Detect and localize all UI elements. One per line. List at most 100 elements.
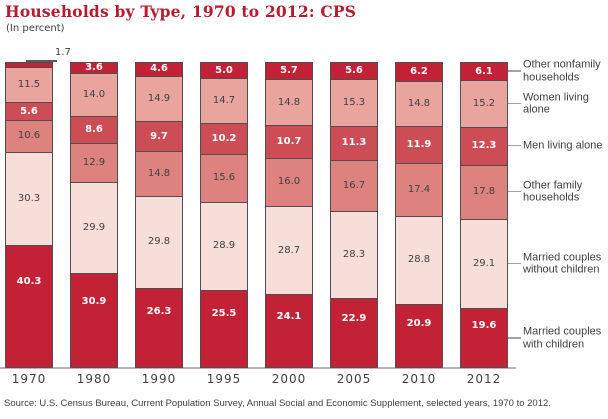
legend-leader-men-living-alone: [508, 144, 521, 147]
x-axis-label-2012: 2012: [466, 372, 502, 386]
legend-label-line: alone: [523, 103, 550, 116]
legend-item-men-living-alone: Men living alone: [523, 139, 603, 152]
segment-other-family-households-1990: 14.8: [135, 151, 183, 197]
segment-women-living-alone-1990: 14.9: [135, 75, 183, 122]
segment-men-living-alone-2010: 11.9: [395, 126, 443, 163]
value-label: 12.9: [82, 156, 106, 168]
legend-label-line: Married couples: [523, 250, 602, 263]
value-label: 14.8: [147, 168, 171, 180]
value-label: 30.9: [81, 296, 107, 308]
value-label: 10.7: [276, 135, 302, 147]
value-label: 16.0: [277, 176, 301, 188]
legend-label-line: households: [523, 191, 580, 204]
x-axis-label-2010: 2010: [401, 372, 437, 386]
chart-title: Households by Type, 1970 to 2012: CPS: [5, 2, 357, 21]
segment-men-living-alone-1970: 5.6: [5, 102, 53, 120]
value-label: 40.3: [16, 276, 42, 288]
value-label: 17.4: [407, 183, 431, 195]
segment-other-nonfamily-households-1970: [5, 62, 53, 68]
legend-label-line: without children: [523, 263, 600, 276]
value-label: 15.3: [342, 96, 366, 108]
segment-married-couples-with-children-1990: 26.3: [135, 287, 183, 368]
segment-married-couples-without-children-1990: 29.8: [135, 196, 183, 288]
value-label: 15.6: [212, 172, 236, 184]
segment-other-family-households-1970: 10.6: [5, 119, 53, 152]
value-label: 5.6: [20, 105, 38, 117]
legend-item-other-family-households: Other family households: [523, 179, 582, 204]
value-label: 17.8: [472, 186, 496, 198]
value-label: 14.9: [147, 93, 171, 105]
value-label: 24.1: [276, 310, 302, 322]
segment-married-couples-with-children-2012: 19.6: [460, 308, 508, 368]
segment-women-living-alone-2012: 15.2: [460, 80, 508, 127]
x-axis-line: [0, 367, 516, 369]
value-label: 11.3: [341, 137, 367, 149]
segment-other-nonfamily-households-2000: 5.7: [265, 62, 313, 80]
segment-married-couples-with-children-2005: 22.9: [330, 297, 378, 368]
value-label: 14.8: [407, 98, 431, 110]
value-label: 29.9: [82, 222, 106, 234]
segment-men-living-alone-2000: 10.7: [265, 124, 313, 158]
value-label: 5.6: [345, 64, 363, 76]
callout-label: 1.7: [55, 47, 71, 58]
legend-leader-other-family-households: [508, 190, 521, 193]
segment-married-couples-with-children-1995: 25.5: [200, 289, 248, 368]
value-label: 14.7: [212, 94, 236, 106]
x-axis-label-1990: 1990: [141, 372, 177, 386]
value-label: 28.8: [407, 254, 431, 266]
value-label: 26.3: [146, 306, 172, 318]
segment-married-couples-without-children-1980: 29.9: [70, 181, 118, 274]
bar-2012: 6.1 15.2 12.3 17.8 29.1 19.6: [460, 61, 508, 368]
value-label: 28.7: [277, 244, 301, 256]
chart-subtitle: (In percent): [6, 23, 65, 34]
segment-women-living-alone-2010: 14.8: [395, 81, 443, 127]
segment-other-nonfamily-households-1995: 5.0: [200, 62, 248, 78]
segment-married-couples-with-children-2010: 20.9: [395, 304, 443, 368]
value-label: 15.2: [472, 98, 496, 110]
bar-1995: 5.0 14.7 10.2 15.6 28.9 25.5: [200, 62, 248, 368]
value-label: 28.3: [342, 249, 366, 261]
value-label: 30.3: [17, 192, 41, 204]
segment-other-family-households-1980: 12.9: [70, 142, 118, 182]
segment-men-living-alone-1990: 9.7: [135, 121, 183, 152]
segment-other-family-households-2010: 17.4: [395, 162, 443, 216]
segment-women-living-alone-2005: 15.3: [330, 78, 378, 126]
bar-2005: 5.6 15.3 11.3 16.7 28.3 22.9: [330, 61, 378, 368]
legend-label-line: with children: [523, 338, 585, 350]
segment-married-couples-without-children-2012: 29.1: [460, 219, 508, 309]
legend-label-line: Other family: [523, 179, 583, 192]
bar-1980: 3.6 14.0 8.6 12.9 29.9 30.9: [70, 62, 118, 368]
x-axis-label-1995: 1995: [206, 372, 242, 386]
value-label: 29.1: [472, 258, 496, 270]
legend-leader-women-living-alone: [508, 102, 521, 105]
segment-women-living-alone-1995: 14.7: [200, 77, 248, 123]
x-axis-label-1970: 1970: [11, 372, 47, 386]
segment-men-living-alone-2012: 12.3: [460, 126, 508, 165]
value-label: 5.0: [215, 64, 233, 76]
legend-item-women-living-alone: Women living alone: [523, 91, 589, 116]
value-label: 8.6: [85, 123, 103, 135]
legend-item-married-couples-without-children: Married couples without children: [523, 251, 601, 276]
x-axis-label-1980: 1980: [76, 372, 112, 386]
legend-leader-other-nonfamily-households: [508, 70, 521, 72]
segment-other-nonfamily-households-2012: 6.1: [460, 61, 508, 81]
value-label: 6.1: [475, 65, 493, 77]
value-label: 3.6: [85, 62, 103, 74]
legend-label-line: Other nonfamily: [523, 58, 601, 71]
segment-other-family-households-1995: 15.6: [200, 153, 248, 202]
source-note: Source: U.S. Census Bureau, Current Popu…: [4, 398, 551, 409]
value-label: 22.9: [341, 313, 367, 325]
value-label: 9.7: [150, 130, 168, 142]
segment-other-nonfamily-households-2010: 6.2: [395, 62, 443, 81]
value-label: 19.6: [471, 320, 497, 332]
legend-label-line: Married couples: [523, 325, 602, 338]
value-label: 6.2: [410, 66, 428, 78]
legend-label-line: Women living: [523, 90, 589, 103]
segment-married-couples-with-children-1980: 30.9: [70, 273, 118, 368]
value-label: 20.9: [406, 317, 432, 329]
segment-men-living-alone-1980: 8.6: [70, 116, 118, 143]
segment-women-living-alone-2000: 14.8: [265, 79, 313, 125]
segment-married-couples-without-children-1970: 30.3: [5, 151, 53, 245]
legend-item-married-couples-with-children: Married couples with children: [523, 325, 601, 350]
